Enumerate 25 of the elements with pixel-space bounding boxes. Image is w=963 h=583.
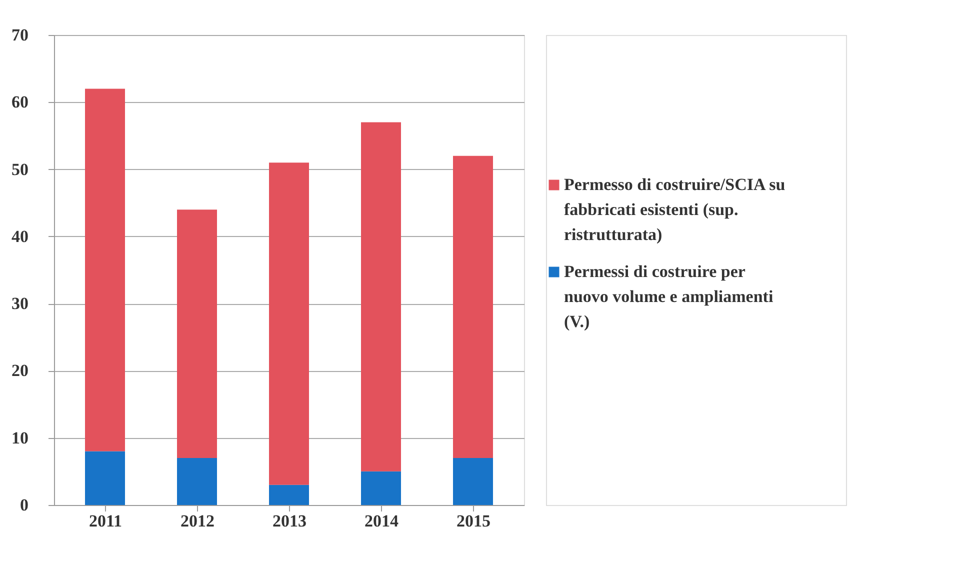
x-tick-label: 2011 [88, 512, 122, 530]
y-tick-label: 30 [12, 294, 28, 314]
bar [269, 484, 309, 505]
x-tick-label: 2015 [456, 512, 490, 530]
bar [361, 122, 401, 472]
bar [85, 88, 125, 452]
bar [85, 451, 125, 505]
y-tick-label: 0 [20, 496, 28, 514]
bar [177, 458, 217, 505]
bar [177, 210, 217, 458]
y-tick-label: 20 [12, 361, 28, 380]
y-tick-label: 40 [12, 226, 28, 246]
bar [269, 162, 309, 485]
y-tick-label: 10 [12, 428, 28, 448]
x-tick-label: 2012 [180, 512, 214, 530]
bar [361, 471, 401, 505]
y-tick-label: 70 [12, 26, 28, 44]
y-tick-label: 50 [12, 160, 28, 179]
bar [453, 156, 493, 458]
legend-label: Permesso di costruire/SCIA su fabbricati esistenti (sup. ristrutturata) [564, 175, 786, 244]
y-tick-label: 60 [12, 92, 28, 112]
bar [453, 458, 493, 505]
x-tick-label: 2014 [364, 512, 399, 530]
legend-label: Permessi di costruire per nuovo volume e ampliamenti (V.) [564, 262, 774, 331]
x-tick-label: 2013 [272, 512, 306, 530]
